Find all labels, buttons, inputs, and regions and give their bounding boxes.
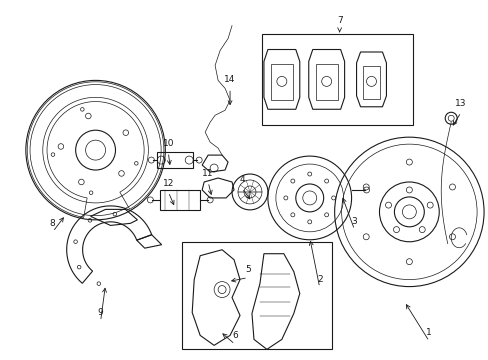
Text: 8: 8 bbox=[50, 219, 56, 228]
Text: 10: 10 bbox=[162, 139, 174, 148]
Bar bbox=[362, 66, 380, 99]
Text: 1: 1 bbox=[426, 328, 431, 337]
Bar bbox=[160, 190, 200, 210]
Text: 9: 9 bbox=[98, 309, 103, 318]
Bar bbox=[182, 242, 331, 349]
Text: 5: 5 bbox=[244, 265, 250, 274]
Bar bbox=[315, 64, 337, 100]
Text: 11: 11 bbox=[202, 169, 213, 178]
Text: 4: 4 bbox=[239, 175, 244, 184]
Text: 14: 14 bbox=[224, 75, 235, 84]
Bar bbox=[270, 64, 292, 100]
Text: 3: 3 bbox=[351, 217, 357, 226]
Text: 12: 12 bbox=[163, 179, 174, 188]
Text: 2: 2 bbox=[316, 275, 322, 284]
Text: 6: 6 bbox=[232, 331, 238, 340]
Bar bbox=[157, 152, 193, 168]
Text: 13: 13 bbox=[454, 99, 466, 108]
Bar bbox=[262, 33, 412, 125]
Text: 7: 7 bbox=[336, 15, 342, 24]
